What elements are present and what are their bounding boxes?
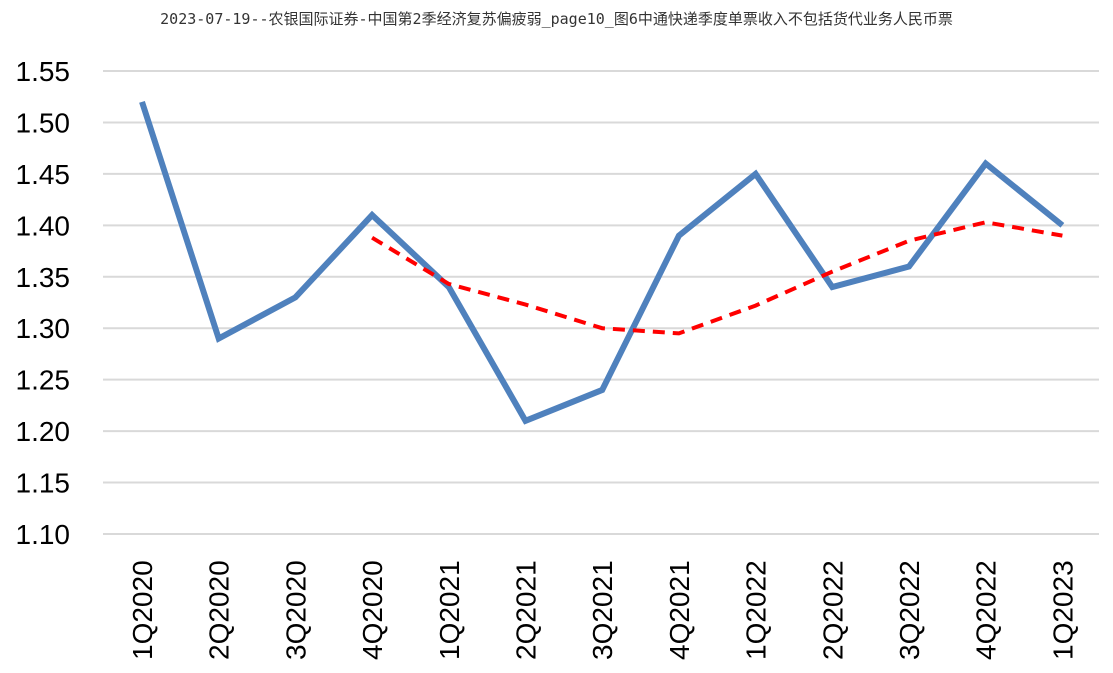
y-tick-label: 1.10 bbox=[16, 519, 71, 550]
x-tick-label: 4Q2021 bbox=[664, 560, 695, 660]
x-tick-label: 1Q2021 bbox=[434, 560, 465, 660]
x-tick-label: 2Q2021 bbox=[511, 560, 542, 660]
y-tick-label: 1.35 bbox=[16, 262, 71, 293]
y-tick-label: 1.20 bbox=[16, 416, 71, 447]
x-tick-label: 4Q2022 bbox=[971, 560, 1002, 660]
x-tick-label: 1Q2022 bbox=[741, 560, 772, 660]
x-tick-label: 1Q2023 bbox=[1047, 560, 1078, 660]
gridlines bbox=[103, 70, 1099, 535]
x-tick-label: 3Q2022 bbox=[894, 560, 925, 660]
series-line-dashed bbox=[371, 220, 1063, 336]
x-tick-label: 3Q2021 bbox=[587, 560, 618, 660]
x-tick-label: 1Q2020 bbox=[127, 560, 158, 660]
series-line-solid bbox=[139, 100, 1065, 425]
y-tick-label: 1.50 bbox=[16, 107, 71, 138]
y-tick-label: 1.25 bbox=[16, 365, 71, 396]
y-tick-label: 1.15 bbox=[16, 468, 71, 499]
x-tick-label: 2Q2022 bbox=[817, 560, 848, 660]
series-lines bbox=[139, 100, 1065, 425]
x-tick-label: 2Q2020 bbox=[204, 560, 235, 660]
x-tick-label: 4Q2020 bbox=[357, 560, 388, 660]
y-axis-ticks: 1.10 1.15 1.20 1.25 1.30 1.35 1.40 1.45 1.50 1.55 bbox=[16, 56, 71, 550]
y-tick-label: 1.30 bbox=[16, 313, 71, 344]
y-tick-label: 1.45 bbox=[16, 159, 71, 190]
x-axis-ticks: 1Q2020 2Q2020 3Q2020 4Q2020 1Q2021 2Q2021 3Q20… bbox=[127, 560, 1078, 660]
chart-title: 2023-07-19--农银国际证券-中国第2季经济复苏偏疲弱_page10_图… bbox=[160, 10, 953, 28]
x-tick-label: 3Q2020 bbox=[280, 560, 311, 660]
y-tick-label: 1.40 bbox=[16, 210, 71, 241]
y-tick-label: 1.55 bbox=[16, 56, 71, 87]
